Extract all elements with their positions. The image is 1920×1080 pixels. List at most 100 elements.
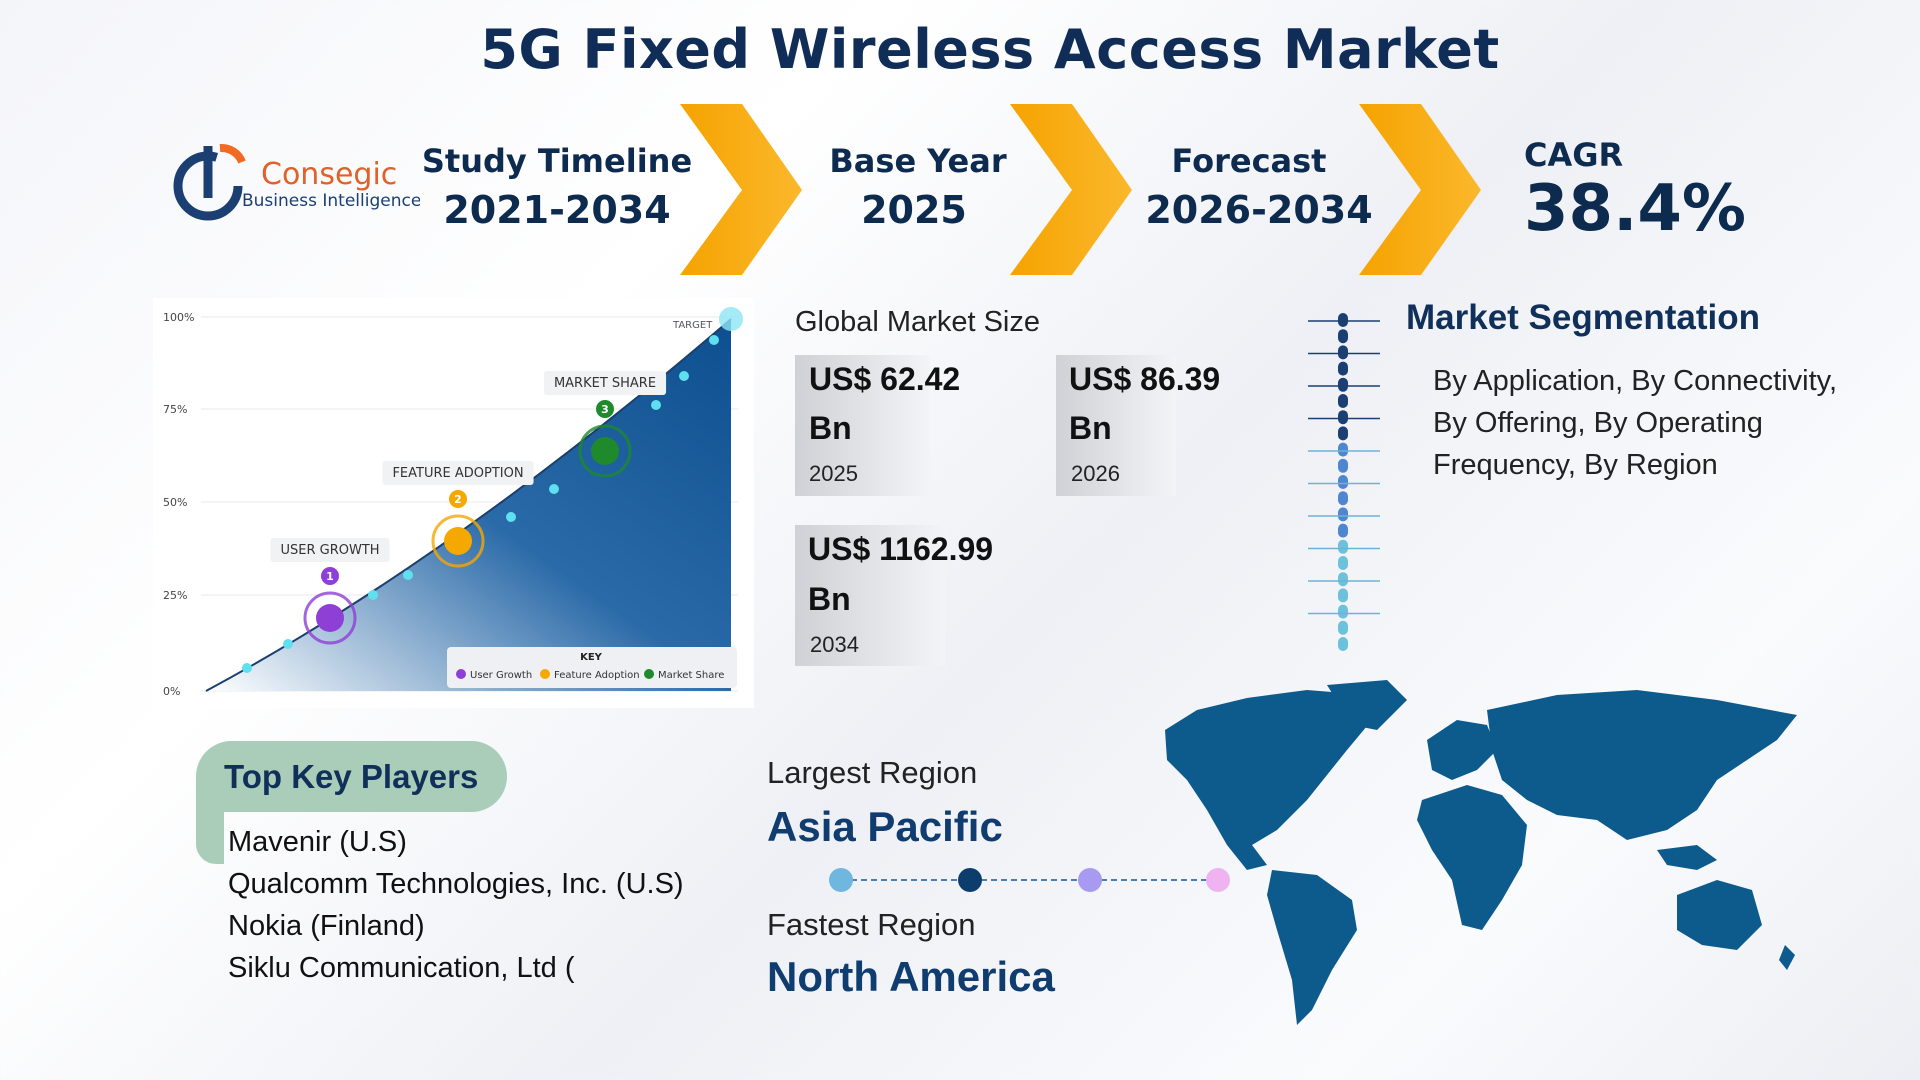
logo-accent xyxy=(219,143,246,164)
segment xyxy=(1338,572,1348,587)
logo-tagline: Business Intelligence xyxy=(242,191,420,211)
milestone-ring xyxy=(578,424,632,478)
milestone-badge xyxy=(321,567,339,585)
fastest-region: North America xyxy=(767,953,1055,1000)
world-map xyxy=(1165,680,1797,1025)
curve-dots xyxy=(242,335,719,673)
key-swatch xyxy=(456,669,466,679)
milestone-number: 2 xyxy=(454,493,462,506)
area xyxy=(206,319,731,691)
largest-region-label: Largest Region xyxy=(767,755,978,790)
key-player: Mavenir (U.S) xyxy=(228,826,407,858)
timeline-label: Study Timeline xyxy=(421,142,693,180)
segment xyxy=(1338,345,1348,360)
largest-region: Asia Pacific xyxy=(767,803,1003,850)
market-size-unit: Bn xyxy=(808,581,851,617)
cagr-label: CAGR xyxy=(1524,136,1624,174)
segment xyxy=(1338,410,1348,425)
chevrons xyxy=(680,104,1481,275)
y-tick-label: 100% xyxy=(163,311,194,324)
dot xyxy=(829,868,853,892)
australia xyxy=(1677,880,1762,950)
segmentation-title: Market Segmentation xyxy=(1406,298,1760,337)
key-title: KEY xyxy=(580,652,603,663)
new-zealand xyxy=(1779,945,1795,970)
milestone-label-bg xyxy=(382,461,534,485)
segment xyxy=(1338,394,1348,408)
y-tick-label: 0% xyxy=(163,685,180,698)
market-size-year: 2025 xyxy=(809,461,858,486)
milestone-number: 1 xyxy=(326,570,334,583)
chevron xyxy=(680,104,802,275)
market-size-box xyxy=(795,525,945,666)
region-dots xyxy=(829,868,1230,892)
dot xyxy=(958,868,982,892)
milestone-badge xyxy=(449,490,467,508)
milestone-label: FEATURE ADOPTION xyxy=(392,466,523,481)
key-label: Feature Adoption xyxy=(554,670,640,681)
key-swatch xyxy=(540,669,550,679)
segment xyxy=(1338,523,1348,538)
key-players-tab xyxy=(196,812,224,864)
cagr-value: 38.4% xyxy=(1524,172,1747,246)
y-tick-label: 75% xyxy=(163,403,187,416)
market-size-value: US$ 86.39 xyxy=(1069,361,1221,397)
milestone-number: 3 xyxy=(601,403,609,416)
timeline-value: 2021-2034 xyxy=(443,188,671,232)
milestone-label-bg xyxy=(543,371,667,395)
key-box xyxy=(447,647,737,688)
key-players-title: Top Key Players xyxy=(224,758,479,795)
market-size-title: Global Market Size xyxy=(795,306,1040,338)
logo-ring xyxy=(173,151,243,221)
segment xyxy=(1338,442,1348,457)
market-size-year: 2026 xyxy=(1071,461,1120,486)
market-size-value: US$ 1162.99 xyxy=(808,531,994,567)
market-size-year: 2034 xyxy=(810,632,859,657)
target-dot xyxy=(719,307,743,331)
segment xyxy=(1338,491,1348,506)
chevron xyxy=(1010,104,1132,275)
milestone-label-bg xyxy=(270,538,390,562)
key-player: Qualcomm Technologies, Inc. (U.S) xyxy=(228,868,684,900)
milestone-ring xyxy=(431,514,485,568)
segment xyxy=(1338,426,1348,441)
y-tick-label: 50% xyxy=(163,496,187,509)
y-tick-label: 25% xyxy=(163,589,187,602)
key-swatch xyxy=(644,669,654,679)
market-size-value: US$ 62.42 xyxy=(809,361,961,397)
timeline-value: 2025 xyxy=(861,188,967,232)
milestone-label: MARKET SHARE xyxy=(554,376,656,391)
segment xyxy=(1338,604,1348,619)
key-players-list: Mavenir (U.S) Qualcomm Technologies, Inc… xyxy=(228,821,688,989)
illustration: 100% 75% 50% 25% 0% TARGET 1 USER GROWTH 2 FEAT… xyxy=(153,298,754,708)
key-player: Nokia (Finland) xyxy=(228,910,425,942)
market-size-unit: Bn xyxy=(1069,410,1112,446)
segment xyxy=(1338,475,1348,489)
north-america xyxy=(1165,690,1372,870)
segmentation-text: By Application, By Connectivity, By Offe… xyxy=(1433,365,1838,481)
milestone-label: USER GROWTH xyxy=(280,543,379,558)
dot xyxy=(1078,868,1102,892)
timeline-label: Forecast xyxy=(1171,142,1327,180)
indonesia xyxy=(1657,845,1717,870)
logo-name: Consegic xyxy=(261,157,397,192)
milestone-dot xyxy=(591,437,619,465)
segment xyxy=(1338,507,1348,522)
segment xyxy=(1338,458,1348,473)
milestone-dot xyxy=(444,527,472,555)
segment xyxy=(1338,313,1348,327)
segment xyxy=(1338,637,1348,651)
milestone-badge xyxy=(596,400,614,418)
key-player: Siklu Communication, Ltd ( xyxy=(228,952,575,984)
segmentation-bar xyxy=(1308,313,1380,651)
asia xyxy=(1487,690,1797,840)
key-players-pill xyxy=(196,741,507,812)
segment xyxy=(1338,556,1348,570)
milestone-ring xyxy=(303,591,357,645)
market-size-box xyxy=(1056,355,1176,496)
target-label: TARGET xyxy=(672,320,713,331)
timeline-label: Base Year xyxy=(829,142,1007,180)
south-america xyxy=(1267,870,1357,1025)
page-title: 5G Fixed Wireless Access Market xyxy=(480,18,1500,81)
